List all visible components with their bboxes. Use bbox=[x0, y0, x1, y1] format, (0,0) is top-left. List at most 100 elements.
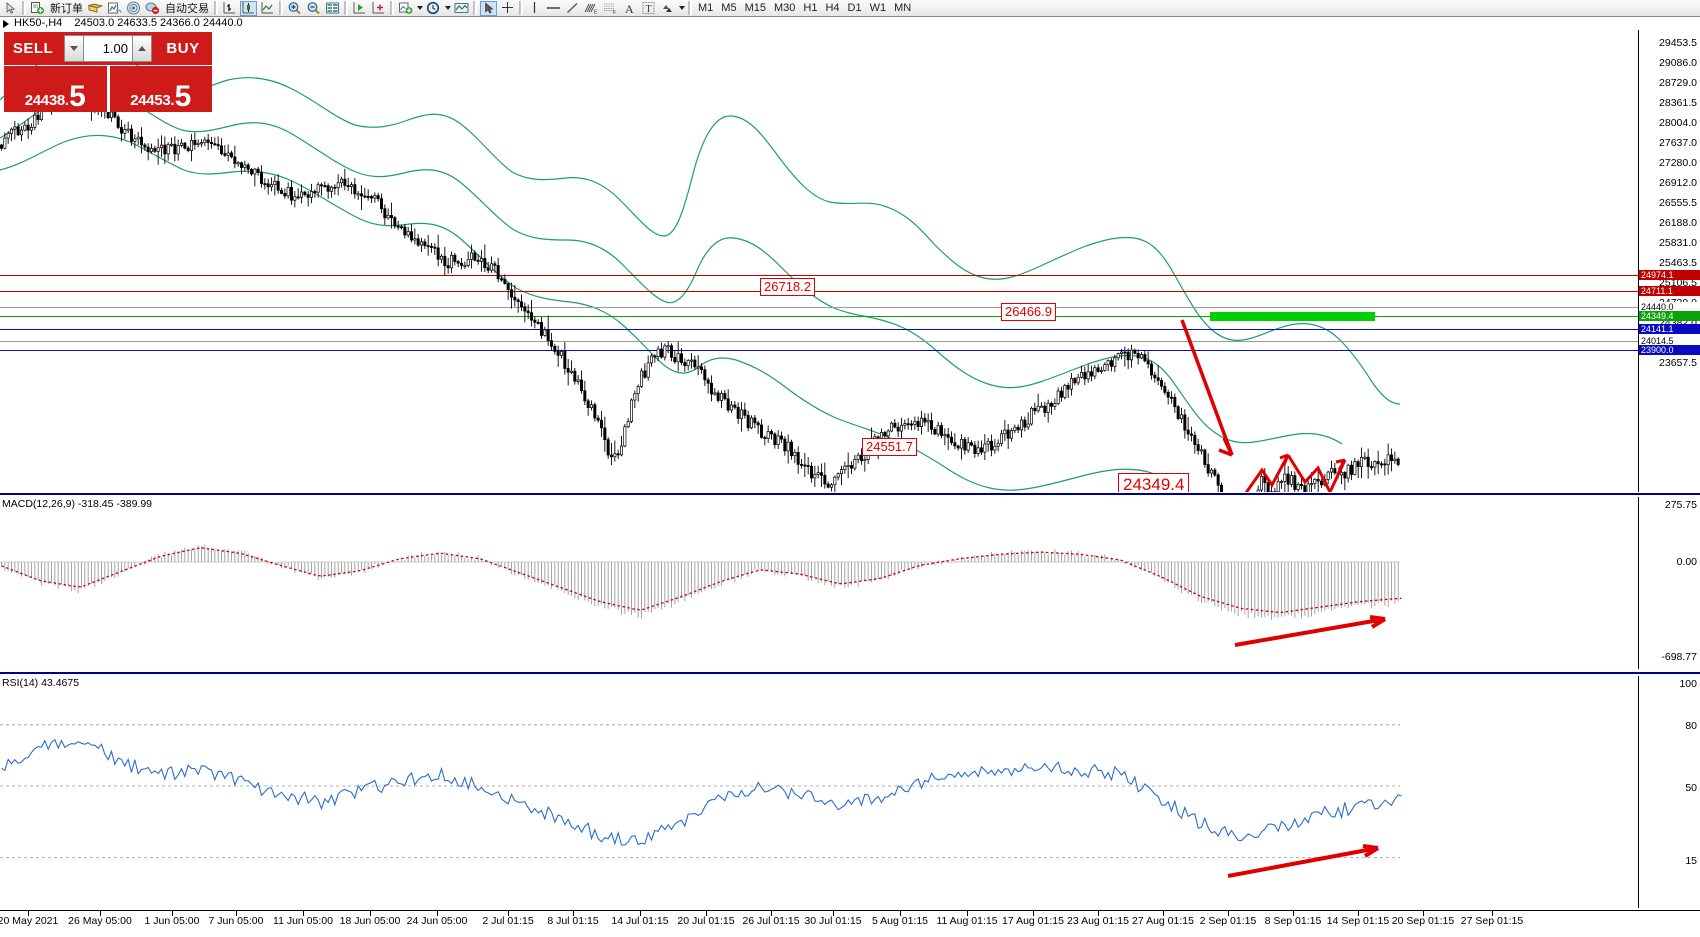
one-click-trading-panel[interactable]: SELL 1.00 BUY 24438 . 5 24453 . 5 bbox=[4, 32, 212, 114]
bar-chart-icon[interactable] bbox=[221, 1, 238, 16]
horizontal-line-icon[interactable] bbox=[545, 1, 562, 16]
network-icon[interactable] bbox=[125, 1, 142, 16]
rsi-axis: 100 80 50 15 bbox=[1638, 676, 1700, 908]
timeframe-h4[interactable]: H4 bbox=[825, 2, 840, 14]
time-axis[interactable]: 20 May 2021 26 May 05:00 1 Jun 05:00 7 Jun … bbox=[0, 910, 1700, 937]
timeframe-m5[interactable]: M5 bbox=[721, 2, 737, 14]
auto-scroll-icon[interactable] bbox=[370, 1, 387, 16]
buy-button[interactable]: BUY bbox=[154, 32, 212, 65]
time-tick-label: 20 Sep 01:15 bbox=[1391, 915, 1455, 927]
new-order-label[interactable]: 新订单 bbox=[50, 3, 83, 15]
sell-price[interactable]: 24438 . 5 bbox=[4, 66, 107, 112]
new-order-icon[interactable] bbox=[29, 1, 46, 16]
time-tick-mark bbox=[172, 911, 173, 916]
crosshair-icon[interactable] bbox=[499, 1, 516, 16]
timeframe-h1[interactable]: H1 bbox=[803, 2, 818, 14]
shapes-icon[interactable] bbox=[659, 1, 676, 16]
annotation-26466[interactable]: 26466.9 bbox=[1001, 303, 1056, 321]
vertical-line-icon[interactable] bbox=[526, 1, 543, 16]
line-chart-icon[interactable] bbox=[259, 1, 276, 16]
zoom-out-icon[interactable] bbox=[305, 1, 322, 16]
price-pane[interactable]: 26718.2 26466.9 24551.7 24349.4 23777.4 bbox=[0, 30, 1638, 492]
rsi-annotation-arrow bbox=[1227, 844, 1380, 878]
time-tick-mark bbox=[833, 911, 834, 916]
time-tick-label: 23 Aug 01:15 bbox=[1067, 915, 1129, 927]
annotation-24349[interactable]: 24349.4 bbox=[1118, 473, 1190, 492]
timeframe-w1[interactable]: W1 bbox=[869, 2, 887, 14]
price-badge-24014: 24014.5 bbox=[1639, 336, 1700, 346]
timeframe-mn[interactable]: MN bbox=[894, 2, 912, 14]
time-tick-label: 27 Sep 01:15 bbox=[1460, 915, 1524, 927]
timeframe-m1[interactable]: M1 bbox=[698, 2, 714, 14]
support-line-24349[interactable] bbox=[0, 316, 1638, 317]
resistance-line-24974[interactable] bbox=[0, 275, 1638, 276]
annotation-26718[interactable]: 26718.2 bbox=[760, 278, 815, 296]
time-tick-mark bbox=[1492, 911, 1493, 916]
macd-annotation-arrow bbox=[1234, 615, 1387, 647]
grid-icon[interactable] bbox=[324, 1, 341, 16]
price-tick: 26555.5 bbox=[1659, 197, 1697, 209]
annotation-24551[interactable]: 24551.7 bbox=[862, 438, 917, 456]
elliott-wave-icon[interactable]: E bbox=[583, 1, 600, 16]
rsi-tick: 100 bbox=[1679, 678, 1697, 690]
chevron-down-icon[interactable] bbox=[443, 1, 452, 15]
chevron-down-icon[interactable] bbox=[677, 1, 686, 15]
price-badge-24349: 24349.4 bbox=[1639, 311, 1700, 321]
sell-button[interactable]: SELL bbox=[4, 32, 62, 65]
time-tick-mark bbox=[1098, 911, 1099, 916]
indicators-icon[interactable] bbox=[397, 1, 414, 16]
trendline-icon[interactable] bbox=[564, 1, 581, 16]
rsi-tick: 50 bbox=[1685, 782, 1697, 794]
main-toolbar: 新订单 自动交易 bbox=[0, 0, 1700, 17]
resistance-line-24711[interactable] bbox=[0, 291, 1638, 292]
candlestick-chart-icon[interactable] bbox=[240, 0, 257, 16]
time-tick-label: 26 Jul 01:15 bbox=[742, 915, 800, 927]
time-tick-mark bbox=[967, 911, 968, 916]
support-line-24141[interactable] bbox=[0, 329, 1638, 330]
data-window-icon[interactable] bbox=[106, 1, 123, 16]
macd-series bbox=[0, 544, 1402, 621]
templates-icon[interactable] bbox=[453, 1, 470, 16]
time-tick-label: 17 Aug 01:15 bbox=[1002, 915, 1064, 927]
macd-pane[interactable]: MACD(12,26,9) -318.45 -389.99 bbox=[0, 497, 1638, 669]
volume-input[interactable]: 1.00 bbox=[84, 35, 132, 62]
price-chart-svg bbox=[0, 48, 1401, 492]
text-icon[interactable]: A bbox=[621, 1, 638, 16]
time-tick-label: 8 Jul 01:15 bbox=[547, 915, 599, 927]
buy-price[interactable]: 24453 . 5 bbox=[109, 66, 212, 112]
time-tick-label: 2 Sep 01:15 bbox=[1199, 915, 1257, 927]
auto-trading-label[interactable]: 自动交易 bbox=[165, 3, 209, 15]
time-tick-label: 2 Jul 01:15 bbox=[482, 915, 534, 927]
time-tick-label: 27 Aug 01:15 bbox=[1132, 915, 1194, 927]
rsi-pane[interactable]: RSI(14) 43.4675 bbox=[0, 676, 1638, 908]
time-tick-mark bbox=[28, 911, 29, 916]
chevron-down-icon[interactable] bbox=[415, 1, 424, 15]
cursor-arrow-icon[interactable] bbox=[2, 1, 19, 16]
support-zone-highlight[interactable] bbox=[1210, 312, 1375, 321]
chart-window[interactable]: HK50-,H4 24503.0 24633.5 24366.0 24440.0 bbox=[0, 17, 1700, 937]
time-tick-label: 30 Jul 01:15 bbox=[804, 915, 862, 927]
timeframe-m30[interactable]: M30 bbox=[773, 2, 796, 14]
collapse-caret-icon[interactable] bbox=[3, 20, 9, 28]
price-axis[interactable]: 29453.5 29086.0 28729.0 28361.5 28004.0 … bbox=[1638, 30, 1700, 492]
time-tick-label: 11 Jun 05:00 bbox=[273, 915, 333, 927]
period-icon[interactable] bbox=[425, 1, 442, 16]
time-tick-label: 11 Aug 01:15 bbox=[936, 915, 998, 927]
support-line-23900[interactable] bbox=[0, 350, 1638, 351]
timeframe-d1[interactable]: D1 bbox=[847, 2, 862, 14]
volume-increase-button[interactable] bbox=[132, 35, 152, 62]
fibonacci-icon[interactable]: F bbox=[602, 1, 619, 16]
expert-advisor-icon[interactable] bbox=[144, 1, 161, 16]
chart-shift-icon[interactable] bbox=[351, 1, 368, 16]
pane-divider-macd[interactable] bbox=[0, 493, 1700, 495]
time-tick-label: 20 Jul 01:15 bbox=[677, 915, 735, 927]
pane-divider-rsi[interactable] bbox=[0, 672, 1700, 674]
timeframe-m15[interactable]: M15 bbox=[744, 2, 766, 14]
volume-stepper[interactable]: 1.00 bbox=[62, 32, 154, 65]
text-label-icon[interactable]: T bbox=[640, 1, 657, 16]
crosshair-select-icon[interactable] bbox=[480, 0, 497, 16]
zoom-in-icon[interactable] bbox=[286, 1, 303, 16]
folder-icon[interactable] bbox=[87, 1, 104, 16]
volume-decrease-button[interactable] bbox=[64, 35, 84, 62]
toolbar-separator bbox=[688, 1, 692, 15]
